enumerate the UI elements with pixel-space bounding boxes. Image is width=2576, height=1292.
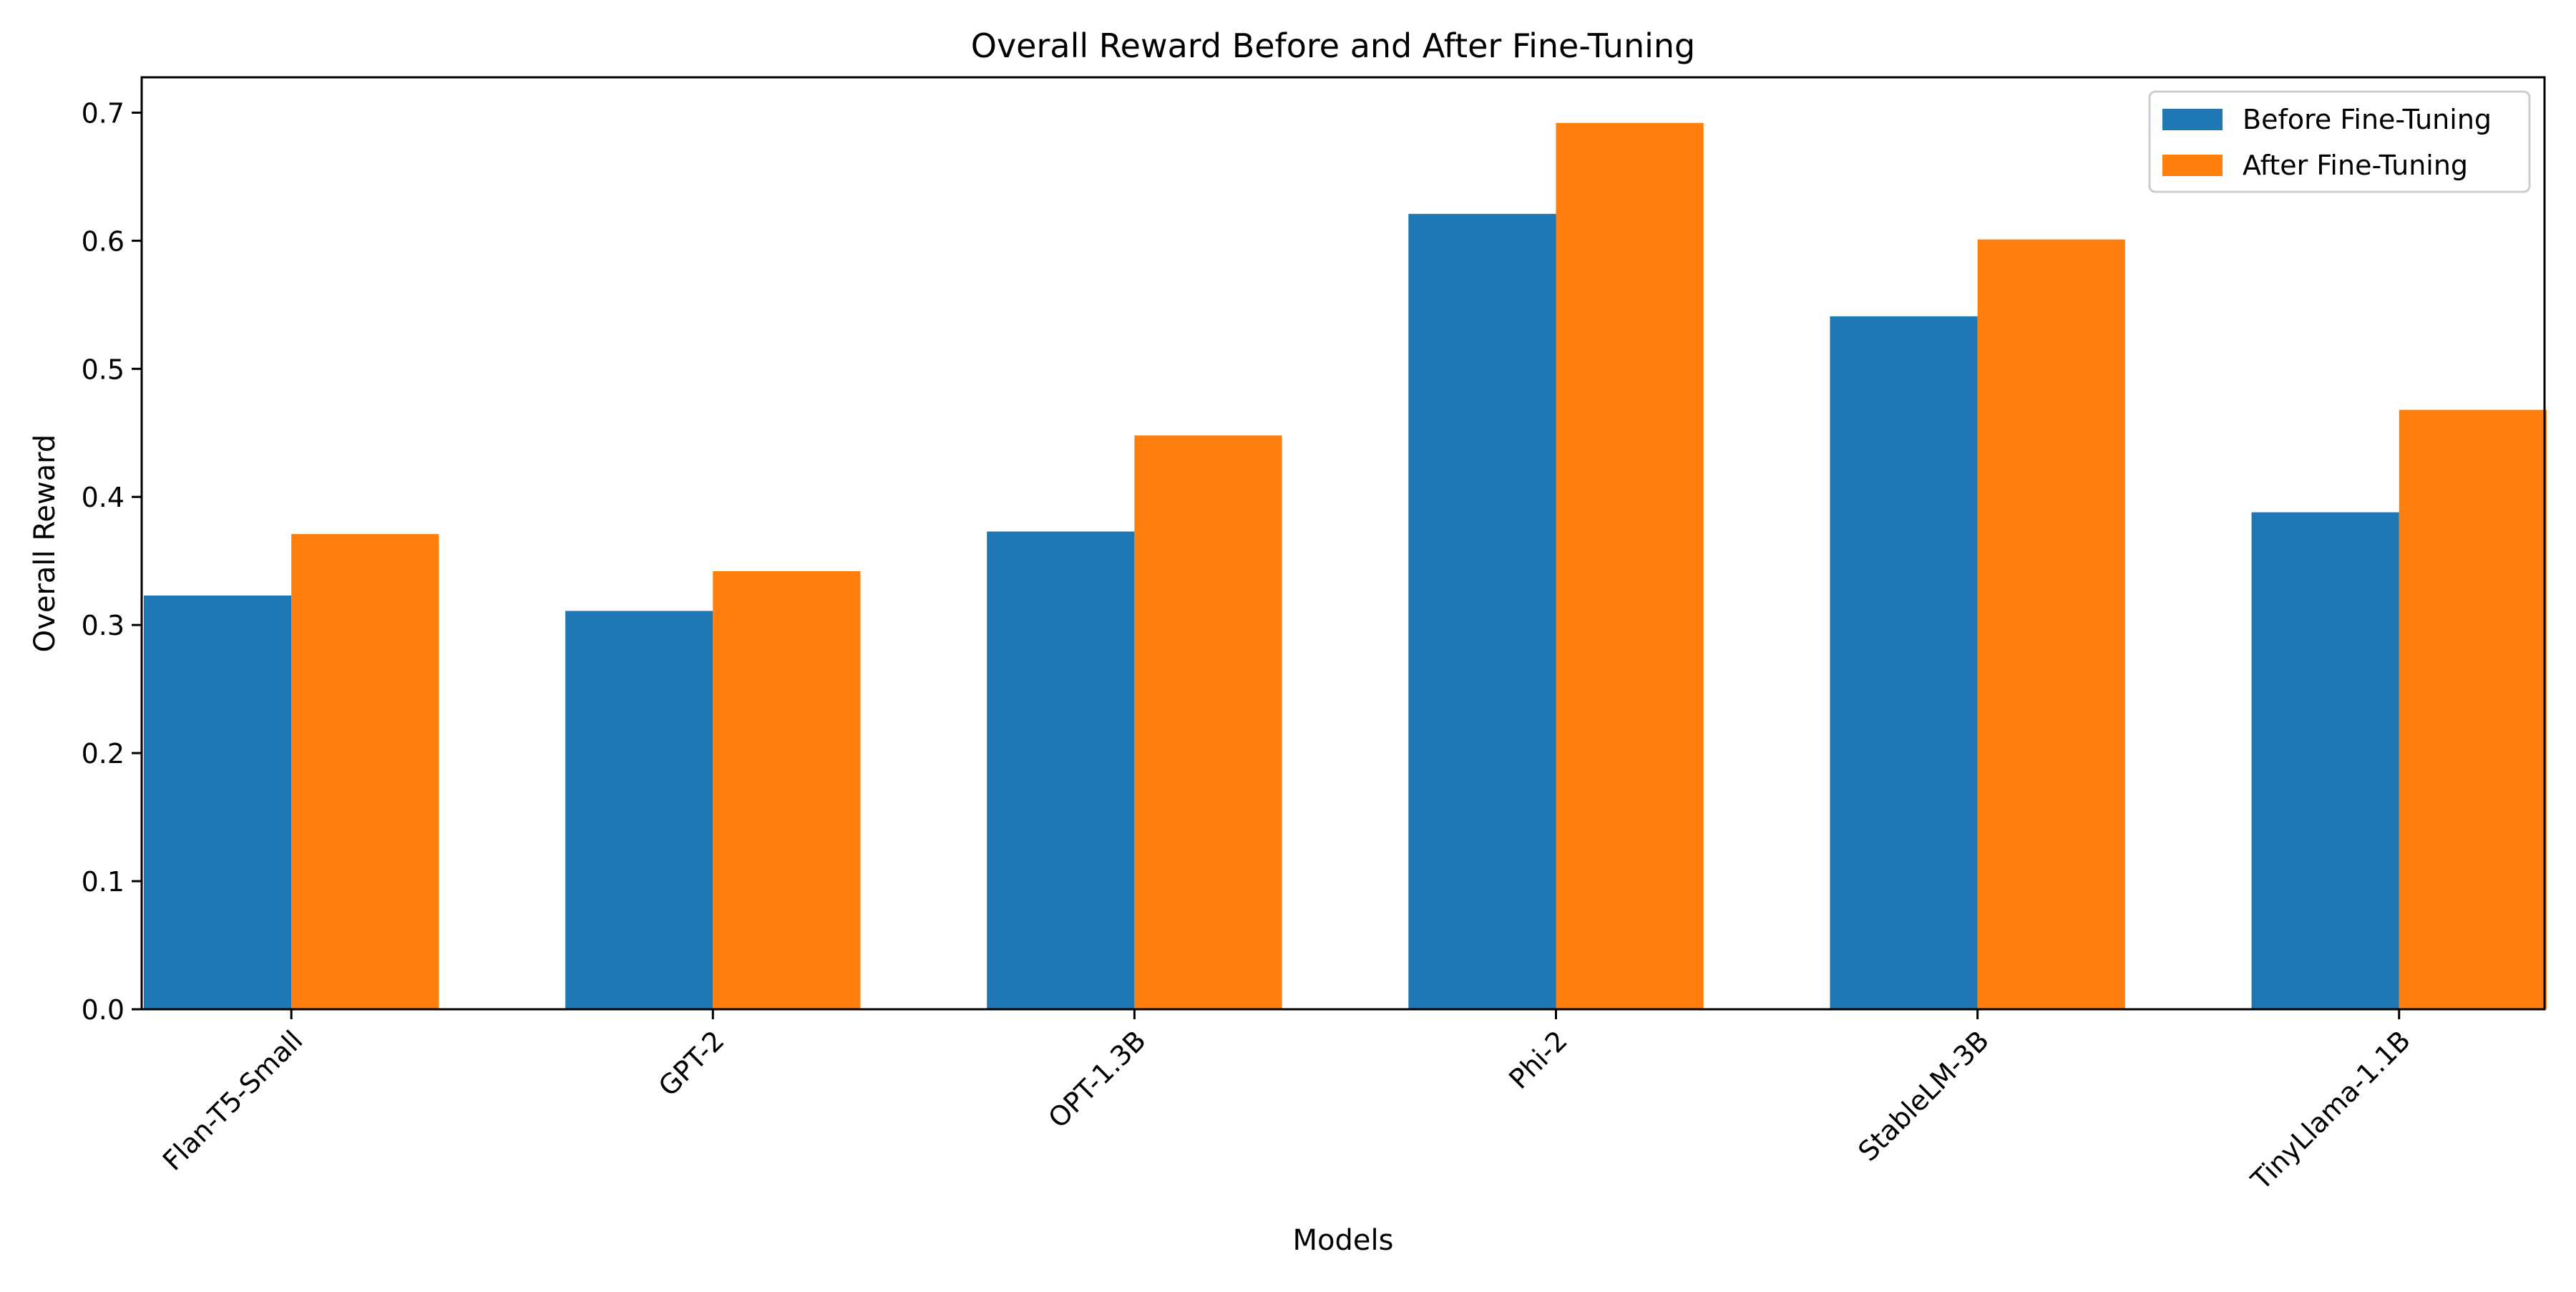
legend-swatch: [2162, 109, 2223, 130]
y-tick-label: 0.7: [82, 97, 125, 129]
x-tick-label: Flan-T5-Small: [157, 1024, 309, 1177]
y-axis-label: Overall Reward: [29, 434, 62, 653]
bar-after-5: [2399, 409, 2547, 1009]
y-tick-label: 0.0: [82, 994, 125, 1026]
y-tick-label: 0.1: [82, 866, 125, 898]
bar-before-0: [143, 596, 292, 1009]
x-tick-label: TinyLlama-1.1B: [2245, 1024, 2416, 1196]
y-tick-label: 0.6: [82, 225, 125, 257]
y-tick-label: 0.3: [82, 610, 125, 641]
bar-after-4: [1977, 239, 2125, 1009]
bar-after-3: [1556, 122, 1704, 1010]
y-tick-label: 0.5: [82, 354, 125, 385]
bar-before-2: [987, 531, 1135, 1009]
bar-before-1: [565, 611, 713, 1009]
y-tick-label: 0.4: [82, 482, 125, 513]
legend: Before Fine-Tuning After Fine-Tuning: [2148, 90, 2531, 193]
legend-box: [2148, 90, 2531, 193]
bar-before-3: [1408, 213, 1556, 1009]
legend-swatch: [2162, 155, 2223, 176]
x-axis: Flan-T5-Small GPT-2 OPT-1.3B Phi-2 StableLM-…: [157, 1009, 2416, 1196]
x-tick-label: Phi-2: [1503, 1024, 1574, 1095]
bar-after-2: [1134, 435, 1282, 1009]
chart-title: Overall Reward Before and After Fine-Tun…: [971, 26, 1696, 65]
bar-after-0: [291, 534, 439, 1009]
x-tick-label: StableLM-3B: [1852, 1024, 1995, 1167]
y-tick-label: 0.2: [82, 738, 125, 769]
bar-before-4: [1830, 316, 1978, 1009]
bar-after-1: [713, 571, 861, 1009]
x-tick-label: OPT-1.3B: [1042, 1024, 1151, 1134]
y-axis: 0.0 0.1 0.2 0.3 0.4 0.5 0.6 0.7: [82, 97, 142, 1026]
bar-before-5: [2251, 512, 2399, 1009]
bars-group: [143, 122, 2547, 1010]
legend-label: After Fine-Tuning: [2243, 150, 2468, 181]
legend-label: Before Fine-Tuning: [2243, 104, 2492, 135]
x-axis-label: Models: [1293, 1224, 1394, 1257]
x-tick-label: GPT-2: [653, 1024, 731, 1102]
plot-frame: [140, 76, 2546, 1011]
